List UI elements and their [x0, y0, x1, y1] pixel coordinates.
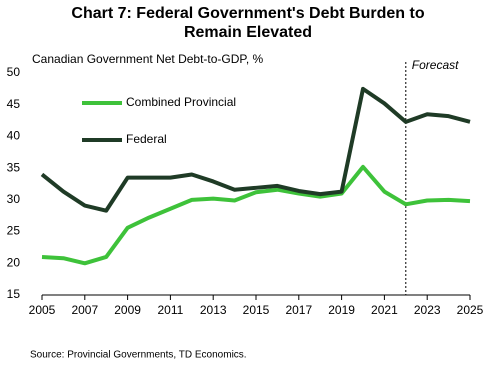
source: Source: Provincial Governments, TD Econo… — [30, 350, 247, 361]
series-line — [41, 164, 471, 266]
x-tick-label: 2017 — [285, 303, 312, 317]
y-tick-label: 30 — [7, 192, 21, 206]
x-tick-label: 2021 — [371, 303, 398, 317]
series-line — [40, 86, 471, 213]
y-axis-label: Canadian Government Net Debt-to-GDP, % — [32, 52, 264, 66]
x-tick-label: 2009 — [114, 303, 141, 317]
y-tick-label: 15 — [7, 287, 21, 301]
y-tick-label: 40 — [7, 129, 21, 143]
x-tick-label: 2005 — [29, 303, 56, 317]
x-tick-label: 2015 — [243, 303, 270, 317]
y-tick-label: 25 — [7, 224, 21, 238]
legend-label: Federal — [126, 132, 167, 146]
forecast-label: Forecast — [412, 58, 459, 72]
x-tick-label: 2007 — [71, 303, 98, 317]
x-tick-label: 2013 — [200, 303, 227, 317]
y-tick-label: 20 — [7, 255, 21, 269]
y-tick-label: 45 — [7, 97, 21, 111]
y-tick-label: 50 — [7, 65, 21, 79]
x-tick-label: 2025 — [457, 303, 484, 317]
y-tick-label: 35 — [7, 160, 21, 174]
chart-title: Chart 7: Federal Government's Debt Burde… — [71, 5, 425, 41]
x-tick-label: 2019 — [328, 303, 355, 317]
x-tick-label: 2011 — [157, 303, 183, 317]
x-tick-label: 2023 — [414, 303, 441, 317]
legend-label: Combined Provincial — [126, 95, 236, 109]
